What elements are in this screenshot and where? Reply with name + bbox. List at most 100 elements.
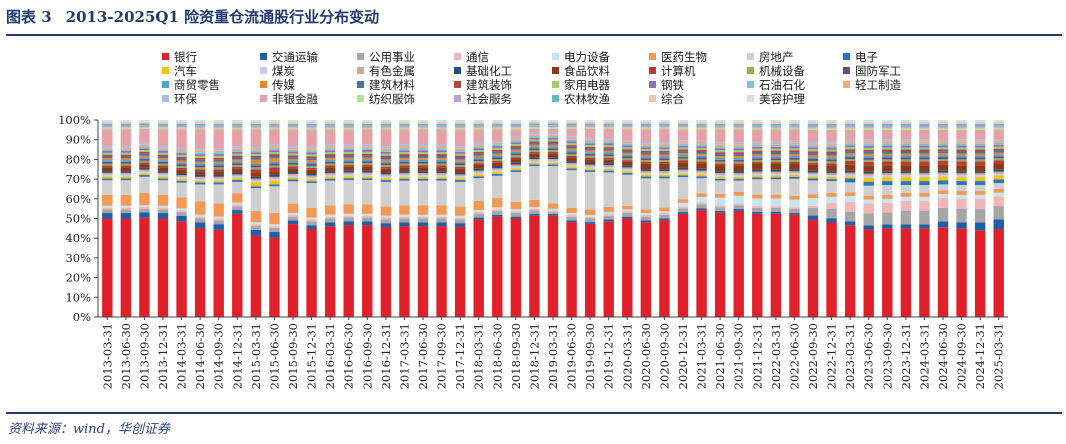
- bar-segment: [752, 163, 763, 170]
- x-tick-label: 2018-09-30: [509, 323, 523, 389]
- bar-segment: [417, 157, 429, 160]
- bar-segment: [900, 120, 912, 122]
- bar-segment: [436, 167, 447, 172]
- bar-segment: [584, 123, 596, 126]
- bar-segment: [324, 214, 336, 217]
- x-tick-label: 2019-03-31: [546, 323, 560, 389]
- bar-segment: [956, 173, 967, 176]
- x-tick-label: 2013-12-31: [156, 323, 170, 389]
- bar-stack-2016-06-30: [343, 120, 354, 317]
- bar-segment: [120, 156, 132, 159]
- bar-segment: [770, 123, 782, 126]
- bar-segment: [362, 150, 373, 152]
- bar-segment: [120, 147, 132, 150]
- bar-segment: [176, 197, 187, 209]
- bar-segment: [399, 216, 410, 219]
- legend-item-9: 汽车: [162, 64, 197, 78]
- bar-segment: [306, 181, 317, 184]
- bar-segment: [102, 156, 113, 159]
- bar-segment: [659, 151, 670, 153]
- bar-segment: [324, 127, 336, 130]
- bar-segment: [882, 161, 893, 166]
- bar-segment: [362, 221, 373, 226]
- bar-segment: [603, 152, 614, 155]
- bar-segment: [102, 178, 113, 181]
- bar-segment: [287, 175, 299, 178]
- bar-segment: [714, 161, 726, 164]
- bar-segment: [603, 219, 614, 222]
- bar-segment: [194, 157, 206, 160]
- bar-segment: [752, 171, 763, 174]
- bar-segment: [380, 165, 392, 167]
- bar-segment: [362, 157, 373, 160]
- bar-segment: [752, 129, 763, 142]
- bar-segment: [789, 129, 800, 141]
- bar-segment: [380, 181, 392, 207]
- bar-segment: [659, 178, 670, 208]
- bar-segment: [529, 121, 540, 124]
- bar-segment: [807, 205, 819, 208]
- bar-segment: [807, 123, 819, 126]
- bar-segment: [566, 168, 577, 171]
- bar-segment: [993, 160, 1004, 164]
- legend-swatch: [649, 95, 656, 102]
- bar-segment: [250, 235, 262, 317]
- bar-segment: [324, 174, 336, 177]
- bar-segment: [417, 163, 429, 166]
- bar-segment: [622, 147, 633, 150]
- legend-item-10: 煤炭: [260, 64, 295, 78]
- bar-segment: [232, 176, 243, 179]
- bar-segment: [250, 178, 262, 181]
- bar-segment: [157, 121, 169, 124]
- x-tick-label: 2017-03-31: [397, 323, 411, 389]
- bar-segment: [974, 139, 986, 142]
- bar-segment: [919, 175, 930, 178]
- bar-segment: [473, 174, 484, 177]
- bar-segment: [603, 221, 614, 317]
- bar-segment: [399, 125, 410, 128]
- bar-segment: [826, 202, 837, 209]
- bar-segment: [324, 157, 336, 160]
- bar-segment: [157, 129, 169, 146]
- bar-segment: [603, 150, 614, 153]
- bar-segment: [454, 178, 466, 181]
- bar-segment: [454, 153, 466, 156]
- bar-segment: [566, 170, 577, 208]
- bar-segment: [417, 155, 429, 158]
- bar-segment: [603, 120, 614, 122]
- bar-segment: [789, 159, 800, 162]
- bar-segment: [677, 213, 689, 317]
- bar-segment: [826, 143, 837, 146]
- bar-segment: [380, 226, 392, 317]
- bar-segment: [659, 163, 670, 170]
- bar-segment: [176, 121, 187, 124]
- bar-segment: [529, 162, 540, 165]
- bar-segment: [250, 150, 262, 153]
- bar-segment: [937, 221, 949, 228]
- bar-segment: [380, 153, 392, 156]
- bar-segment: [677, 123, 689, 126]
- bar-segment: [250, 226, 262, 230]
- bar-segment: [956, 139, 967, 142]
- legend-swatch: [357, 81, 364, 88]
- bar-segment: [306, 150, 317, 153]
- bar-segment: [380, 121, 392, 124]
- bar-segment: [250, 182, 262, 187]
- legend-label: 基础化工: [466, 64, 512, 78]
- bar-segment: [882, 212, 893, 225]
- bar-segment: [696, 121, 707, 124]
- bar-segment: [789, 157, 800, 160]
- bar-segment: [157, 180, 169, 195]
- bar-segment: [139, 148, 150, 151]
- bar-segment: [343, 170, 354, 173]
- bar-segment: [677, 177, 689, 200]
- bar-segment: [956, 159, 967, 162]
- bar-segment: [269, 152, 280, 155]
- bar-segment: [176, 151, 187, 154]
- bar-segment: [826, 173, 837, 176]
- bar-segment: [733, 125, 744, 128]
- bar-segment: [287, 160, 299, 163]
- bar-segment: [677, 160, 689, 163]
- bar-segment: [417, 125, 429, 128]
- bar-segment: [807, 160, 819, 163]
